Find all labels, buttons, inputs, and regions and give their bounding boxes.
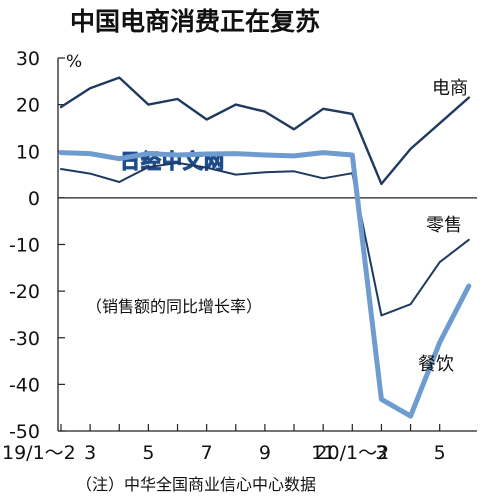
- y-tick-label: -50: [9, 421, 40, 443]
- y-tick-label: 0: [28, 188, 40, 210]
- y-tick-label: 10: [16, 141, 40, 163]
- x-tick-label: 5: [142, 442, 154, 464]
- x-tick-label: 3: [84, 442, 96, 464]
- footnote: （注）中华全国商业信心中心数据: [76, 475, 316, 494]
- x-tick-label: 3: [375, 442, 387, 464]
- x-tick-label: 19/1～2: [2, 442, 76, 464]
- x-tick-label: 11: [311, 442, 335, 464]
- x-tick-label: 5: [434, 442, 446, 464]
- y-tick-label: -10: [9, 235, 40, 257]
- x-tick-label: 7: [201, 442, 213, 464]
- series-label-电商: 电商: [432, 78, 468, 99]
- series-line-零售: [60, 161, 470, 317]
- series-line-餐饮: [58, 150, 472, 419]
- series-label-餐饮: 餐饮: [418, 354, 454, 375]
- x-tick-label: 9: [259, 442, 271, 464]
- y-tick-label: 20: [16, 95, 40, 117]
- unit-label: %: [66, 52, 82, 72]
- y-tick-label: -20: [9, 281, 40, 303]
- series-line-电商: [59, 76, 470, 186]
- y-tick-label: -40: [9, 374, 40, 396]
- metric-note: （销售额的同比增长率）: [86, 297, 262, 316]
- y-tick-label: 30: [16, 48, 40, 70]
- series-layer: [58, 76, 472, 419]
- chart-title: 中国电商消费正在复苏: [70, 7, 320, 36]
- series-label-零售: 零售: [426, 215, 462, 236]
- y-tick-label: -30: [9, 328, 40, 350]
- x-tick-label: 20/1～2: [315, 442, 389, 464]
